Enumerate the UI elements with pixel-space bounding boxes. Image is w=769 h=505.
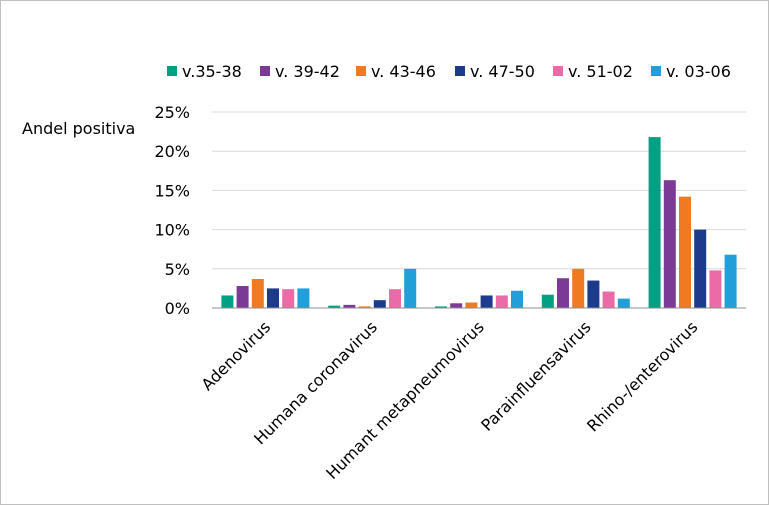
bar xyxy=(221,295,234,308)
bar xyxy=(480,295,493,308)
legend-label: v. 03-06 xyxy=(666,62,731,81)
bar xyxy=(541,294,554,308)
y-tick-label: 0% xyxy=(165,299,190,318)
bar xyxy=(465,302,478,308)
x-tick-label: Humana coronavirus xyxy=(250,317,381,448)
y-tick-label: 15% xyxy=(154,181,190,200)
legend-label: v. 43-46 xyxy=(371,62,436,81)
bar xyxy=(648,137,661,308)
y-tick-labels: 0% 5% 10% 15% 20% 25% xyxy=(154,103,190,318)
legend-swatch xyxy=(167,66,177,76)
legend-label: v. 47-50 xyxy=(470,62,535,81)
legend-swatch xyxy=(651,66,661,76)
legend-swatch xyxy=(356,66,366,76)
bar xyxy=(709,270,722,308)
x-tick-label: Adenovirus xyxy=(197,317,274,394)
y-tick-label: 25% xyxy=(154,103,190,122)
bar xyxy=(511,290,523,308)
y-tick-label: 5% xyxy=(165,260,190,279)
bar xyxy=(251,278,264,308)
bar xyxy=(236,286,249,308)
bar xyxy=(435,306,447,308)
legend-swatch xyxy=(553,66,563,76)
bar xyxy=(663,180,676,308)
bar xyxy=(373,300,386,308)
bar xyxy=(343,304,356,308)
bar xyxy=(495,295,508,308)
bar xyxy=(572,268,585,308)
legend: v.35-38 v. 39-42 v. 43-46 v. 47-50 v. 51-02 v… xyxy=(167,62,731,81)
bar xyxy=(297,288,310,308)
bar xyxy=(358,306,371,308)
legend-swatch xyxy=(260,66,270,76)
x-tick-label: Rhino-/enterovirus xyxy=(583,317,701,435)
legend-label: v.35-38 xyxy=(182,62,242,81)
bar xyxy=(724,254,737,308)
bar xyxy=(679,196,691,308)
bar xyxy=(389,289,401,308)
x-tick-label: Parainfluensavirus xyxy=(477,317,594,434)
bar xyxy=(404,268,417,308)
bar xyxy=(557,278,569,308)
y-tick-label: 10% xyxy=(154,221,190,240)
y-axis-label: Andel positiva xyxy=(22,119,135,138)
bar xyxy=(328,305,341,308)
bars xyxy=(221,137,737,308)
bar xyxy=(267,288,279,308)
bar xyxy=(617,298,630,308)
legend-label: v. 51-02 xyxy=(568,62,633,81)
legend-label: v. 39-42 xyxy=(275,62,340,81)
legend-swatch xyxy=(455,66,465,76)
bar xyxy=(602,291,615,308)
y-tick-label: 20% xyxy=(154,142,190,161)
bar xyxy=(450,303,463,308)
bar xyxy=(694,229,707,308)
bar xyxy=(587,280,600,308)
bar xyxy=(282,289,295,308)
